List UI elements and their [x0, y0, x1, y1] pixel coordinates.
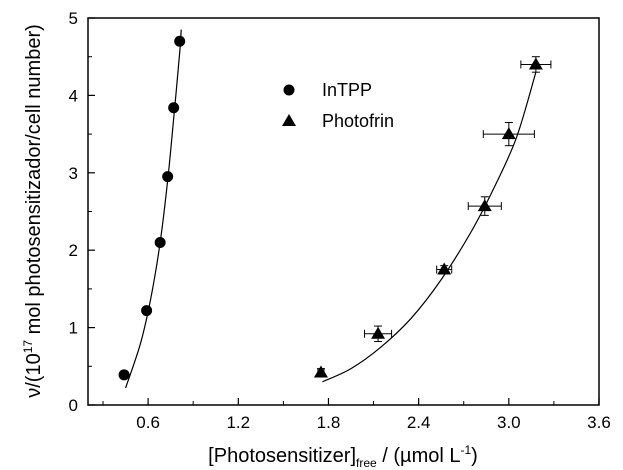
data-point-photofrin	[501, 127, 516, 140]
y-axis-label-sup: 17	[21, 340, 35, 354]
data-point-intpp	[174, 35, 186, 47]
legend: InTPP Photofrin	[282, 80, 394, 131]
data-point-photofrin	[313, 365, 328, 378]
y-tick-label: 0	[69, 396, 78, 415]
x-tick-label: 2.4	[407, 413, 431, 432]
data-point-photofrin	[371, 326, 386, 339]
y-axis-label-pre: ν/(10	[23, 353, 45, 397]
fit-curve-intpp	[125, 29, 182, 389]
fit-curve-photofrin	[322, 72, 537, 383]
y-tick-label: 2	[69, 241, 78, 260]
y-tick-label: 5	[69, 9, 78, 28]
legend-label-photofrin: Photofrin	[322, 111, 394, 131]
data-point-intpp	[162, 171, 174, 183]
fit-curves	[125, 29, 537, 389]
y-axis-label: ν/(1017 mol photosensitizador/cell numbe…	[21, 24, 45, 398]
data-point-photofrin	[528, 57, 543, 70]
y-axis-ticks: 0 1 2 3 4 5	[69, 9, 95, 415]
legend-label-intpp: InTPP	[322, 80, 372, 100]
x-axis-label-end: )	[471, 445, 478, 467]
x-tick-label: 3.6	[587, 413, 611, 432]
x-tick-label: 1.2	[226, 413, 250, 432]
y-tick-label: 4	[69, 86, 78, 105]
data-markers	[118, 35, 552, 381]
x-axis-label: [Photosensitizer]free / (µmol L-1)	[208, 443, 478, 470]
data-point-intpp	[168, 102, 180, 114]
data-point-intpp	[118, 369, 130, 381]
x-axis-label-tail: / (µmol L	[377, 445, 461, 467]
x-axis-ticks: 0.6 1.2 1.8 2.4 3.0 3.6	[102, 398, 611, 432]
x-axis-label-sub: free	[356, 456, 377, 470]
legend-marker-photofrin	[282, 114, 296, 126]
x-axis-label-main: [Photosensitizer]	[208, 445, 356, 467]
legend-marker-intpp	[283, 84, 295, 96]
x-tick-label: 3.0	[497, 413, 521, 432]
data-point-photofrin	[477, 199, 492, 212]
data-point-intpp	[154, 236, 166, 248]
y-axis-label-post: mol photosensitizador/cell number)	[23, 24, 45, 340]
data-point-photofrin	[437, 262, 452, 275]
y-tick-label: 3	[69, 164, 78, 183]
y-tick-label: 1	[69, 319, 78, 338]
data-point-intpp	[141, 305, 153, 317]
x-axis-label-sup: -1	[460, 443, 471, 457]
x-tick-label: 0.6	[136, 413, 160, 432]
x-tick-label: 1.8	[317, 413, 341, 432]
